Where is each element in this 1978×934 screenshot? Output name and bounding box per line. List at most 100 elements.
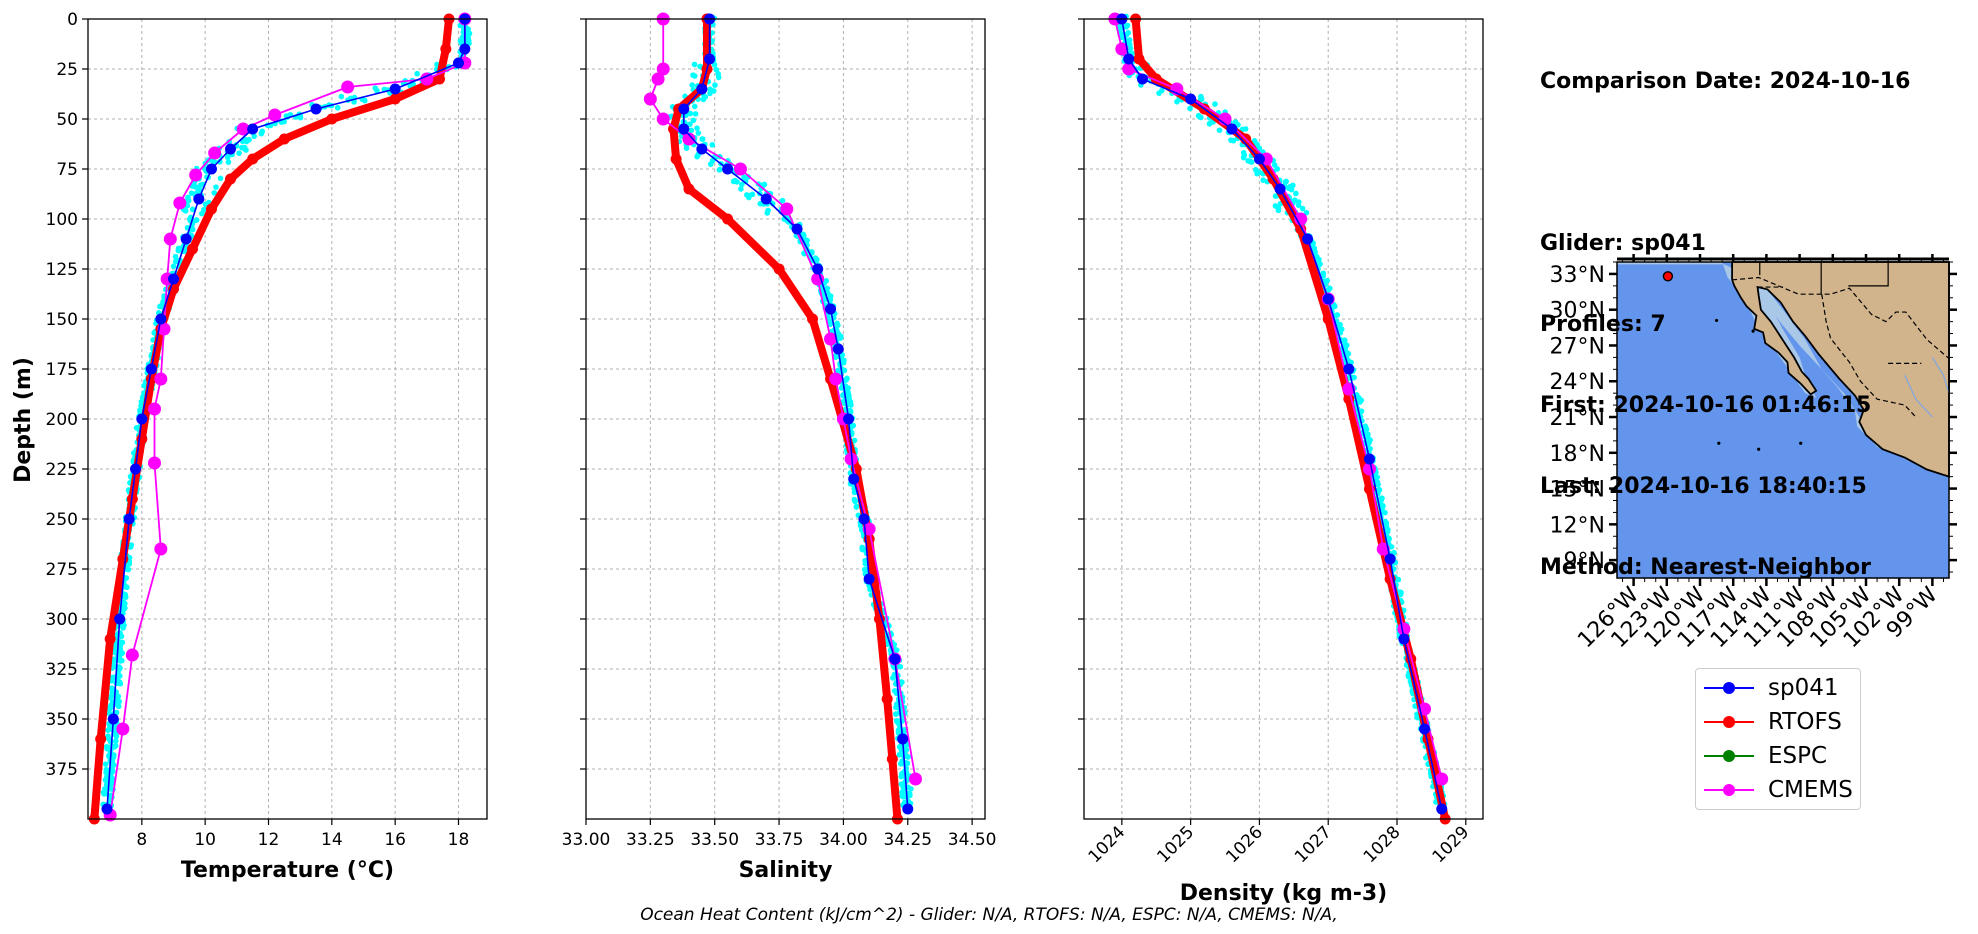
chart-layer: 8 10 12 14 16 18 0 25 50 75 100 125 150 175 200 225 250 2… [11, 10, 1484, 906]
legend: sp041 RTOFS ESPC CMEMS [1695, 668, 1861, 810]
data-point [440, 43, 452, 55]
continental-shelf [1617, 262, 1911, 463]
data-point [1226, 123, 1238, 135]
raw-point [338, 93, 345, 100]
data-point [791, 223, 803, 235]
data-point [148, 402, 161, 416]
x-axis-label: Density (kg m-3) [1180, 881, 1388, 906]
raw-point [857, 522, 864, 529]
raw-point [1303, 209, 1310, 216]
data-point [1115, 42, 1129, 56]
raw-point [1351, 374, 1357, 381]
lat-tick-label: 9°N [1564, 549, 1605, 574]
raw-point [897, 663, 904, 670]
data-point [148, 456, 161, 470]
data-point [656, 62, 670, 76]
y-tick-label: 375 [46, 760, 78, 780]
raw-point [213, 184, 219, 190]
data-point [848, 473, 860, 485]
raw-point [1240, 149, 1247, 156]
y-tick-label: 250 [46, 510, 78, 530]
raw-point [108, 693, 115, 700]
data-point [1136, 73, 1148, 85]
x-tick-label: 1027 [1291, 822, 1336, 867]
raw-point [1158, 87, 1165, 94]
data-point [1363, 453, 1375, 465]
raw-point [712, 82, 718, 88]
x-tick-label: 1024 [1085, 822, 1130, 867]
lat-tick-label: 15°N [1550, 478, 1605, 503]
data-point [1302, 233, 1314, 245]
raw-point [746, 194, 752, 201]
y-tick-label: 300 [46, 610, 78, 630]
raw-point [189, 206, 196, 213]
x-tick-label: 34.25 [883, 830, 932, 850]
x-tick-label: 8 [136, 830, 147, 850]
data-point [682, 132, 696, 146]
data-point [696, 83, 708, 95]
data-point [1398, 633, 1410, 645]
raw-point [710, 88, 717, 94]
land [1731, 261, 1950, 478]
x-tick-label: 14 [321, 830, 343, 850]
data-point [125, 648, 139, 662]
lat-tick-label: 21°N [1550, 406, 1605, 431]
data-point [130, 463, 141, 475]
raw-point [172, 253, 179, 260]
data-point [886, 753, 898, 765]
raw-point [687, 110, 694, 117]
raw-point [688, 127, 695, 134]
raw-point [1356, 398, 1363, 405]
series-sp041 [1116, 13, 1448, 815]
raw-point [1274, 166, 1281, 172]
raw-point [1254, 170, 1260, 177]
raw-point [700, 96, 707, 103]
data-point [881, 693, 893, 705]
raw-point [465, 30, 472, 36]
raw-point [1412, 703, 1418, 709]
raw-point [1275, 207, 1282, 214]
island [1717, 441, 1721, 445]
state-line [1848, 262, 1889, 287]
raw-point [1118, 30, 1124, 37]
raw-point [690, 117, 697, 124]
raw-point [211, 190, 218, 196]
x-tick-label: 1025 [1153, 822, 1198, 867]
data-point [863, 573, 875, 585]
data-point [173, 196, 187, 210]
method: Method: Nearest-Neighbor [1540, 555, 1871, 580]
raw-point [1317, 261, 1323, 267]
island [1799, 441, 1803, 445]
x-tick-label: 10 [194, 830, 216, 850]
raw-point [201, 206, 207, 213]
raw-point [1195, 112, 1202, 119]
raw-point [1248, 159, 1255, 165]
series-sp041 [678, 13, 914, 815]
island [1715, 318, 1719, 323]
grid [1084, 18, 1483, 819]
data-point [116, 722, 130, 736]
lat-tick-label: 30°N [1550, 299, 1605, 324]
data-point [722, 213, 734, 225]
raw-point [689, 82, 695, 88]
last-profile-time: Last: 2024-10-16 18:40:15 [1540, 474, 1867, 499]
data-point [95, 733, 107, 745]
series-line [649, 19, 917, 780]
raw-point [106, 710, 112, 716]
raw-point [1362, 423, 1369, 430]
raw-point [121, 599, 127, 606]
data-point [908, 772, 922, 786]
data-point [683, 183, 695, 195]
raw-point [109, 761, 116, 768]
raw-point [695, 130, 702, 136]
data-point [114, 613, 126, 625]
raw-point [102, 761, 109, 767]
data-point [897, 733, 909, 745]
x-axis-label: Temperature (°C) [181, 858, 394, 883]
x-tick-label: 1029 [1429, 822, 1474, 867]
glider-location-marker [1662, 271, 1674, 282]
raw-point [191, 183, 198, 190]
data-point [1122, 62, 1136, 76]
raw-point [113, 738, 119, 744]
lat-tick-label: 27°N [1550, 334, 1605, 359]
